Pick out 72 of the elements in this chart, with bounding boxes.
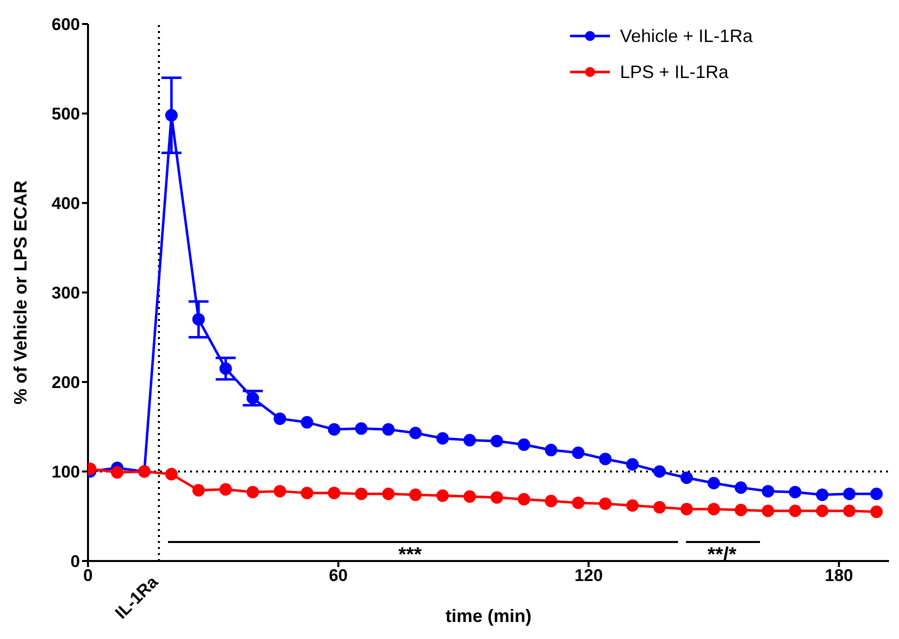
point [626, 458, 639, 471]
point [246, 486, 260, 498]
y-tick-label: 300 [52, 284, 80, 303]
point [788, 504, 802, 518]
point [355, 422, 368, 435]
y-tick-label: 600 [52, 15, 80, 34]
point [544, 494, 558, 508]
y-tick-label: 200 [52, 373, 80, 392]
point [870, 506, 883, 518]
annotation: *** [398, 544, 422, 566]
point [165, 468, 178, 480]
point [544, 444, 558, 456]
point [409, 488, 422, 502]
point [490, 434, 504, 448]
point [843, 488, 856, 500]
y-axis-title: % of Vehicle or LPS ECAR [10, 180, 30, 405]
point [572, 496, 584, 510]
point [355, 488, 368, 500]
legend-label: Vehicle + IL-1Ra [620, 26, 753, 46]
point [192, 313, 205, 326]
point [734, 481, 748, 494]
point [463, 434, 476, 446]
y-tick-label: 100 [52, 462, 80, 482]
point [680, 502, 693, 516]
point [599, 497, 612, 510]
point [518, 438, 530, 451]
point [490, 491, 504, 504]
legend-label: LPS + IL-1Ra [620, 62, 729, 82]
point [626, 499, 639, 512]
point [436, 432, 449, 445]
point [708, 502, 720, 516]
point [788, 486, 802, 498]
x-axis-title: time (min) [445, 606, 532, 626]
point [762, 504, 774, 518]
x-tick-label: 60 [328, 566, 348, 586]
point [870, 488, 883, 500]
point [816, 504, 828, 518]
point [708, 476, 720, 490]
x-tick-label: 180 [824, 566, 854, 586]
point [165, 109, 178, 122]
point [436, 489, 449, 502]
point [680, 472, 693, 484]
point [328, 486, 340, 500]
point [599, 452, 612, 466]
annotation: **/* [708, 544, 736, 566]
x-tick-label: 120 [574, 566, 603, 586]
point [843, 504, 856, 518]
point [219, 483, 232, 496]
point [409, 426, 422, 440]
point [246, 392, 260, 404]
point [300, 416, 314, 429]
point [219, 362, 232, 375]
point [463, 490, 476, 503]
point [110, 466, 124, 479]
point [653, 465, 666, 478]
point [653, 501, 666, 514]
y-tick-label: 500 [52, 104, 80, 124]
point [382, 423, 395, 436]
x-tick-label: 0 [83, 566, 93, 586]
y-tick-label: 400 [52, 194, 80, 214]
point [274, 412, 286, 425]
point [300, 486, 314, 500]
point [762, 484, 774, 498]
point [518, 492, 530, 506]
point [192, 484, 205, 497]
point [816, 488, 828, 502]
point [734, 504, 748, 516]
point [328, 423, 340, 436]
point [382, 488, 395, 500]
point [274, 484, 286, 498]
y-tick-label: 0 [70, 552, 80, 572]
point [572, 446, 584, 459]
